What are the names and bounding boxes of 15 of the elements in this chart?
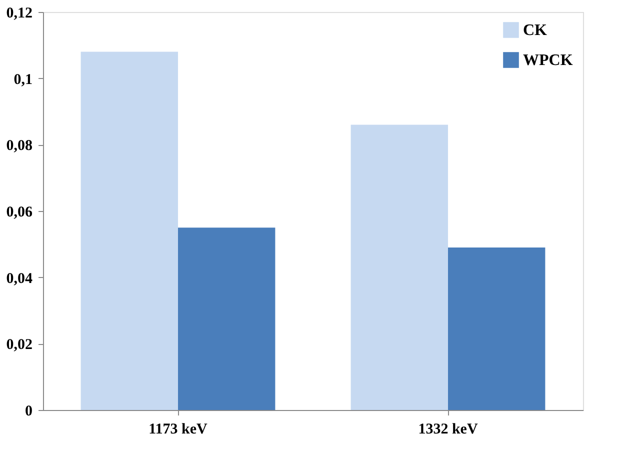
bar: [350, 124, 448, 410]
y-tick-label: 0,12: [6, 6, 32, 22]
x-tick-label: 1173 keV: [148, 422, 208, 438]
y-tick-label: 0,1: [14, 72, 32, 88]
y-tick-label: 0,06: [6, 204, 33, 220]
x-tick-label: 1332 keV: [418, 422, 478, 438]
bar: [80, 52, 178, 410]
y-tick-label: 0,02: [6, 337, 32, 354]
y-tick-label: 0,08: [6, 138, 32, 154]
legend-label: WPCK: [523, 52, 574, 69]
y-tick-label: 0,04: [6, 270, 33, 287]
bar: [448, 247, 546, 410]
legend-label: CK: [523, 22, 548, 39]
bar: [178, 228, 276, 410]
y-tick-label: 0: [25, 404, 32, 420]
